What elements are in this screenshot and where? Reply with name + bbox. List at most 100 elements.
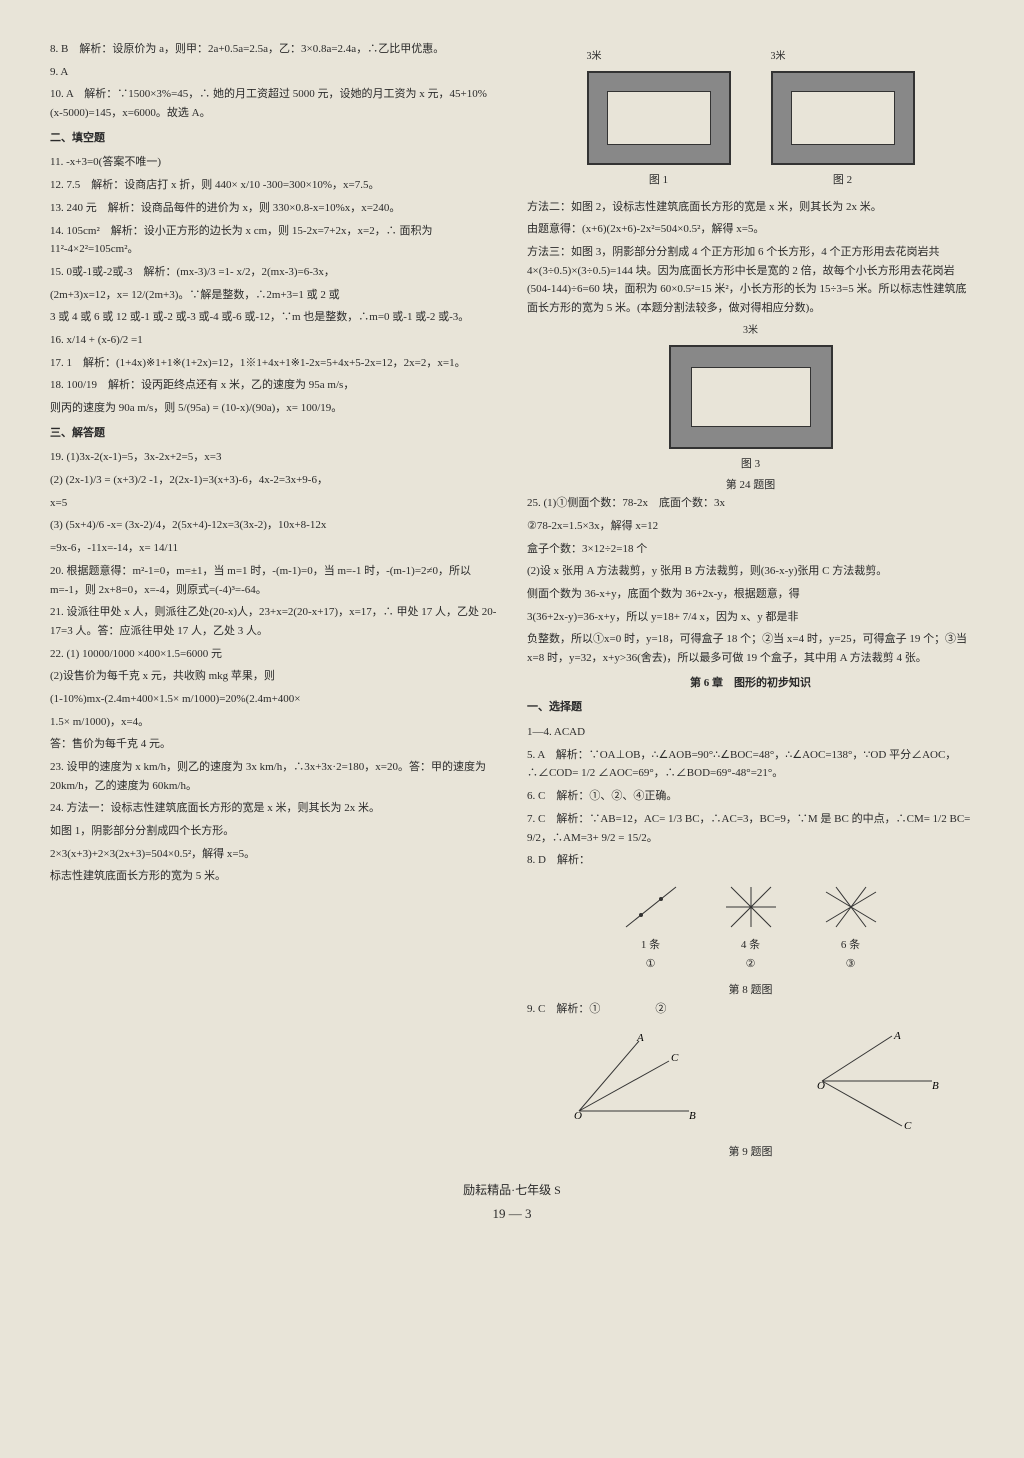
- answer-24c: 2×3(x+3)+2×3(2x+3)=504×0.5²，解得 x=5。: [50, 845, 497, 864]
- answer-19a: 19. (1)3x-2(x-1)=5，3x-2x+2=5，x=3: [50, 448, 497, 467]
- figure-3-inner: [691, 367, 811, 427]
- answer-17: 17. 1 解析：(1+4x)※1+1※(1+2x)=12，1※1+4x+1※1…: [50, 354, 497, 373]
- n2-label: ②: [721, 955, 781, 974]
- svg-text:B: B: [689, 1110, 696, 1121]
- answer-14: 14. 105cm² 解析：设小正方形的边长为 x cm，则 15-2x=7+2…: [50, 222, 497, 259]
- figure-1-label: 图 1: [587, 171, 731, 190]
- diagram-6line: 6 条 ③: [821, 878, 881, 973]
- dim-label: 3米: [771, 48, 915, 65]
- answer-24d: 标志性建筑底面长方形的宽为 5 米。: [50, 867, 497, 886]
- figure-2: [771, 71, 915, 165]
- page-number: 19 — 3: [50, 1206, 974, 1222]
- answer-25a: 25. (1)①侧面个数：78-2x 底面个数：3x: [527, 494, 974, 513]
- answer-15b: (2m+3)x=12，x= 12/(2m+3)。∵解是整数，∴2m+3=1 或 …: [50, 286, 497, 305]
- answer-22e: 答：售价为每千克 4 元。: [50, 735, 497, 754]
- method-2b: 由题意得：(x+6)(2x+6)-2x²=504×0.5²，解得 x=5。: [527, 220, 974, 239]
- figure-3: [669, 345, 833, 449]
- answer-24a: 24. 方法一：设标志性建筑底面长方形的宽是 x 米，则其长为 2x 米。: [50, 799, 497, 818]
- answer-12: 12. 7.5 解析：设商店打 x 折，则 440× x/10 -300=300…: [50, 176, 497, 195]
- answer-15c: 3 或 4 或 6 或 12 或-1 或-2 或-3 或-4 或-6 或-12，…: [50, 308, 497, 327]
- angle-diagram-2: O B A C: [802, 1031, 942, 1131]
- figure-8-label: 第 8 题图: [527, 981, 974, 1000]
- answer-25e: 侧面个数为 36-x+y，底面个数为 36+2x-y，根据题意，得: [527, 585, 974, 604]
- page: 8. B 解析：设原价为 a，则甲：2a+0.5a=2.5a，乙：3×0.8a=…: [0, 0, 1024, 1458]
- answer-22d: 1.5× m/1000)，x=4。: [50, 713, 497, 732]
- figure-9-label: 第 9 题图: [527, 1143, 974, 1162]
- answer-5: 5. A 解析：∵OA⊥OB，∴∠AOB=90°∴∠BOC=48°，∴∠AOC=…: [527, 746, 974, 783]
- footer: 励耘精品·七年级 S 19 — 3: [50, 1181, 974, 1222]
- svg-text:O: O: [817, 1080, 825, 1092]
- answer-19e: =9x-6，-11x=-14，x= 14/11: [50, 539, 497, 558]
- answer-22c: (1-10%)mx-(2.4m+400×1.5× m/1000)=20%(2.4…: [50, 690, 497, 709]
- chapter-6-title: 第 6 章 图形的初步知识: [527, 674, 974, 693]
- svg-text:A: A: [893, 1031, 901, 1042]
- answer-9: 9. A: [50, 63, 497, 82]
- n1-label: ①: [621, 955, 681, 974]
- answer-9r: 9. C 解析：① ②: [527, 1000, 974, 1019]
- figure-1: [587, 71, 731, 165]
- right-column: 3米 图 1 3米 图 2 方法二：如图 2，设标志性建筑底面长方形的宽是 x …: [527, 40, 974, 1161]
- answer-22a: 22. (1) 10000/1000 ×400×1.5=6000 元: [50, 645, 497, 664]
- method-3: 方法三：如图 3，阴影部分分割成 4 个正方形加 6 个长方形，4 个正方形用去…: [527, 243, 974, 318]
- answer-16: 16. x/14 + (x-6)/2 =1: [50, 331, 497, 350]
- section-fill-blank: 二、填空题: [50, 129, 497, 148]
- dim-label: 3米: [527, 322, 974, 339]
- answer-22b: (2)设售价为每千克 x 元，共收购 mkg 苹果，则: [50, 667, 497, 686]
- svg-text:C: C: [904, 1120, 912, 1131]
- q9-text: 9. C 解析：①: [527, 1003, 600, 1015]
- svg-text:O: O: [574, 1110, 582, 1121]
- figure-2-inner: [791, 91, 895, 145]
- answer-18a: 18. 100/19 解析：设丙距终点还有 x 米，乙的速度为 95a m/s，: [50, 376, 497, 395]
- figure-3-label: 图 3: [527, 455, 974, 474]
- left-column: 8. B 解析：设原价为 a，则甲：2a+0.5a=2.5a，乙：3×0.8a=…: [50, 40, 497, 1161]
- answer-20: 20. 根据题意得：m²-1=0，m=±1，当 m=1 时，-(m-1)=0，当…: [50, 562, 497, 599]
- angle-diagram-1: O B A C: [559, 1031, 699, 1121]
- answer-25d: (2)设 x 张用 A 方法裁剪，y 张用 B 方法裁剪，则(36-x-y)张用…: [527, 562, 974, 581]
- dim-label: 3米: [587, 48, 731, 65]
- answer-10: 10. A 解析：∵1500×3%=45，∴ 她的月工资超过 5000 元，设她…: [50, 85, 497, 122]
- svg-text:C: C: [671, 1052, 679, 1064]
- d6-label: 6 条: [821, 936, 881, 955]
- answer-24b: 如图 1，阴影部分分割成四个长方形。: [50, 822, 497, 841]
- answer-25c: 盒子个数：3×12÷2=18 个: [527, 540, 974, 559]
- answers-1-4: 1—4. ACAD: [527, 723, 974, 742]
- section-solve: 三、解答题: [50, 424, 497, 443]
- figure-2-container: 3米 图 2: [771, 48, 915, 190]
- answer-6: 6. C 解析：①、②、④正确。: [527, 787, 974, 806]
- figure-1-container: 3米 图 1: [587, 48, 731, 190]
- q8-diagrams: 1 条 ① 4 条 ② 6 条 ③: [527, 878, 974, 973]
- answer-19c: x=5: [50, 494, 497, 513]
- answer-15a: 15. 0或-1或-2或-3 解析：(mx-3)/3 =1- x/2，2(mx-…: [50, 263, 497, 282]
- figure-2-label: 图 2: [771, 171, 915, 190]
- diagram-4line: 4 条 ②: [721, 878, 781, 973]
- answer-8r: 8. D 解析：: [527, 851, 974, 870]
- answer-23: 23. 设甲的速度为 x km/h，则乙的速度为 3x km/h，∴3x+3x·…: [50, 758, 497, 795]
- brand-text: 励耘精品·七年级 S: [50, 1181, 974, 1198]
- d1-label: 1 条: [621, 936, 681, 955]
- q9-diagrams: O B A C O B A C: [527, 1027, 974, 1135]
- answer-25f: 3(36+2x-y)=36-x+y，所以 y=18+ 7/4 x，因为 x、y …: [527, 608, 974, 627]
- line-diagram-1: [621, 882, 681, 932]
- answer-25g: 负整数，所以①x=0 时，y=18，可得盒子 18 个；②当 x=4 时，y=2…: [527, 630, 974, 667]
- figure-1-inner: [607, 91, 711, 145]
- method-2a: 方法二：如图 2，设标志性建筑底面长方形的宽是 x 米，则其长为 2x 米。: [527, 198, 974, 217]
- svg-text:A: A: [636, 1032, 644, 1044]
- figure-3-container: 3米 图 3 第 24 题图: [527, 322, 974, 494]
- line-diagram-4: [721, 882, 781, 932]
- answer-8: 8. B 解析：设原价为 a，则甲：2a+0.5a=2.5a，乙：3×0.8a=…: [50, 40, 497, 59]
- answer-7: 7. C 解析：∵AB=12，AC= 1/3 BC，∴AC=3，BC=9，∵M …: [527, 810, 974, 847]
- two-column-layout: 8. B 解析：设原价为 a，则甲：2a+0.5a=2.5a，乙：3×0.8a=…: [50, 40, 974, 1161]
- diagram-1line: 1 条 ①: [621, 878, 681, 973]
- answer-13: 13. 240 元 解析：设商品每件的进价为 x，则 330×0.8-x=10%…: [50, 199, 497, 218]
- line-diagram-6: [821, 882, 881, 932]
- answer-18b: 则丙的速度为 90a m/s，则 5/(95a) = (10-x)/(90a)，…: [50, 399, 497, 418]
- answer-11: 11. -x+3=0(答案不唯一): [50, 153, 497, 172]
- section-choice: 一、选择题: [527, 698, 974, 717]
- d4-label: 4 条: [721, 936, 781, 955]
- answer-19b: (2) (2x-1)/3 = (x+3)/2 -1，2(2x-1)=3(x+3)…: [50, 471, 497, 490]
- q9b-text: ②: [655, 1003, 666, 1015]
- answer-19d: (3) (5x+4)/6 -x= (3x-2)/4，2(5x+4)-12x=3(…: [50, 516, 497, 535]
- answer-25b: ②78-2x=1.5×3x，解得 x=12: [527, 517, 974, 536]
- figure-24-label: 第 24 题图: [527, 476, 974, 495]
- svg-text:B: B: [932, 1080, 939, 1092]
